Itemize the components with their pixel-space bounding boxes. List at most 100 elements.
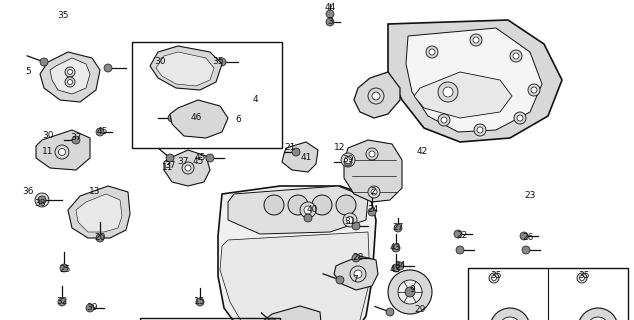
Text: 38: 38 (34, 199, 46, 209)
Text: 4: 4 (252, 95, 258, 105)
Circle shape (398, 280, 422, 304)
Bar (140, 318, 280, 320)
Circle shape (177, 60, 193, 76)
Polygon shape (156, 52, 214, 86)
Circle shape (58, 148, 65, 156)
Circle shape (196, 298, 204, 306)
Text: 9: 9 (409, 285, 415, 294)
Circle shape (40, 58, 48, 66)
Text: 43: 43 (389, 266, 401, 275)
Polygon shape (150, 46, 222, 90)
Circle shape (441, 117, 447, 123)
Circle shape (336, 276, 344, 284)
Text: 22: 22 (456, 231, 468, 241)
Circle shape (489, 273, 499, 283)
Circle shape (426, 46, 438, 58)
Circle shape (55, 145, 69, 159)
Circle shape (104, 64, 112, 72)
Text: 35: 35 (212, 58, 224, 67)
Text: 32: 32 (56, 298, 68, 307)
Text: 2: 2 (370, 188, 376, 196)
Circle shape (193, 113, 207, 127)
Circle shape (371, 189, 377, 195)
Circle shape (477, 127, 483, 133)
Circle shape (39, 196, 46, 204)
Circle shape (292, 148, 300, 156)
Text: 20: 20 (94, 234, 106, 243)
Text: 23: 23 (524, 191, 536, 201)
Circle shape (443, 87, 453, 97)
Circle shape (197, 116, 204, 124)
Circle shape (372, 92, 380, 100)
Circle shape (392, 264, 400, 272)
Circle shape (326, 18, 334, 26)
Bar (468, 268, 628, 320)
Polygon shape (170, 100, 228, 138)
Circle shape (396, 262, 404, 270)
Polygon shape (50, 58, 90, 94)
Circle shape (344, 156, 351, 164)
Circle shape (579, 276, 585, 281)
Text: 3: 3 (327, 18, 333, 27)
Text: 28: 28 (353, 253, 364, 262)
Circle shape (347, 217, 354, 223)
Text: 39: 39 (342, 156, 354, 164)
Circle shape (587, 317, 609, 320)
Polygon shape (344, 140, 402, 202)
Circle shape (58, 298, 66, 306)
Circle shape (438, 82, 458, 102)
Bar (132, 42, 282, 148)
Circle shape (528, 84, 540, 96)
Circle shape (474, 124, 486, 136)
Circle shape (67, 79, 72, 84)
Circle shape (182, 162, 194, 174)
Circle shape (429, 49, 435, 55)
Text: 11: 11 (42, 148, 54, 156)
Polygon shape (76, 194, 122, 232)
Text: 27: 27 (392, 223, 404, 233)
Polygon shape (388, 20, 562, 142)
Circle shape (386, 308, 394, 316)
Text: 46: 46 (190, 114, 202, 123)
Text: 37: 37 (164, 161, 176, 170)
Polygon shape (406, 28, 542, 132)
Circle shape (352, 222, 360, 230)
Text: 6: 6 (235, 116, 241, 124)
Text: 37: 37 (178, 157, 189, 166)
Circle shape (514, 112, 526, 124)
Circle shape (197, 69, 203, 75)
Text: 45: 45 (96, 127, 108, 137)
Circle shape (522, 246, 530, 254)
Circle shape (578, 308, 618, 320)
Text: 40: 40 (306, 205, 318, 214)
Circle shape (438, 114, 450, 126)
Circle shape (368, 186, 380, 198)
Circle shape (60, 264, 68, 272)
Circle shape (336, 195, 356, 215)
Circle shape (368, 208, 376, 216)
Circle shape (577, 273, 587, 283)
Text: 41: 41 (301, 154, 312, 163)
Circle shape (86, 304, 94, 312)
Circle shape (268, 318, 276, 320)
Text: 29: 29 (414, 306, 425, 315)
Circle shape (67, 69, 72, 75)
Circle shape (218, 58, 226, 66)
Circle shape (366, 148, 378, 160)
Circle shape (405, 287, 415, 297)
Polygon shape (262, 306, 322, 320)
Circle shape (520, 232, 528, 240)
Circle shape (194, 66, 206, 78)
Circle shape (368, 88, 384, 104)
Circle shape (96, 234, 104, 242)
Text: 13: 13 (89, 188, 101, 196)
Text: 45: 45 (192, 157, 204, 166)
Polygon shape (36, 130, 90, 170)
Polygon shape (354, 72, 400, 118)
Circle shape (392, 244, 400, 252)
Circle shape (96, 128, 104, 136)
Text: 42: 42 (417, 148, 427, 156)
Circle shape (473, 37, 479, 43)
Text: 35: 35 (578, 271, 590, 281)
Text: 24: 24 (367, 205, 378, 214)
